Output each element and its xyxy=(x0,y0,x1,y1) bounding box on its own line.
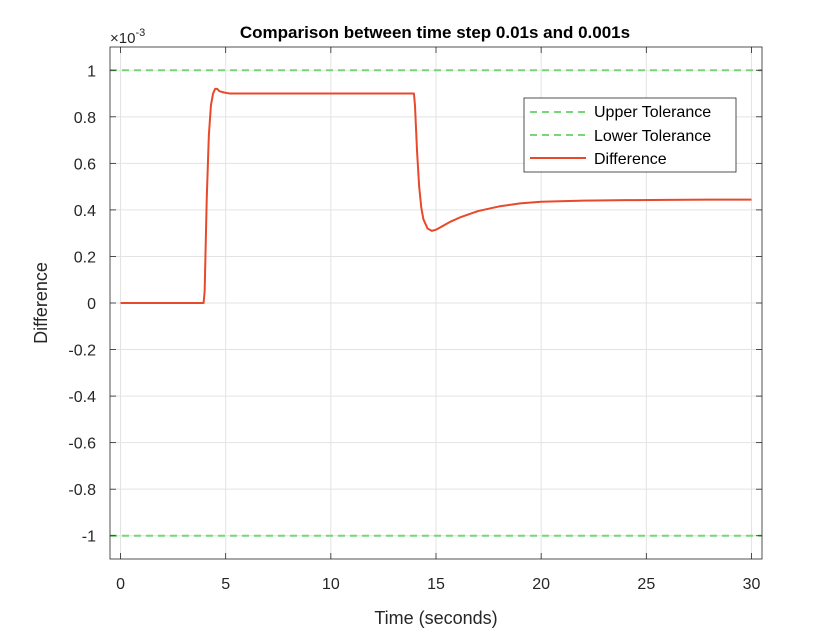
y-tick-label: 0.4 xyxy=(74,203,96,220)
y-tick-label: -0.6 xyxy=(68,436,96,453)
y-tick-label: 0 xyxy=(87,296,96,313)
x-axis-ticks: 0 5 10 15 20 25 30 xyxy=(116,47,760,593)
y-axis-label: Difference xyxy=(31,262,51,344)
x-axis-label: Time (seconds) xyxy=(374,608,497,628)
series-line-difference xyxy=(120,87,752,304)
y-axis-ticks: 1 0.8 0.6 0.4 0.2 0 -0.2 -0.4 -0.6 -0.8 -1 xyxy=(68,63,762,546)
y-tick-label: 0.6 xyxy=(74,156,96,173)
y-exponent-power: -3 xyxy=(135,27,145,39)
x-tick-label: 0 xyxy=(116,576,125,593)
y-exponent-base: ×10 xyxy=(110,30,135,47)
x-tick-label: 20 xyxy=(532,576,550,593)
x-tick-label: 10 xyxy=(322,576,340,593)
legend-label-difference: Difference xyxy=(594,151,667,168)
x-tick-label: 30 xyxy=(743,576,761,593)
y-tick-label: 0.2 xyxy=(74,249,96,266)
y-tick-label: -0.4 xyxy=(68,389,96,406)
legend-label-lower-tolerance: Lower Tolerance xyxy=(594,128,711,145)
x-tick-label: 15 xyxy=(427,576,445,593)
x-tick-label: 25 xyxy=(637,576,655,593)
x-tick-label: 5 xyxy=(221,576,230,593)
legend-label-upper-tolerance: Upper Tolerance xyxy=(594,104,711,121)
y-tick-label: -1 xyxy=(82,529,96,546)
chart-title: Comparison between time step 0.01s and 0… xyxy=(240,23,630,42)
legend: Upper Tolerance Lower Tolerance Differen… xyxy=(523,97,737,173)
y-tick-label: -0.2 xyxy=(68,343,96,360)
y-tick-label: -0.8 xyxy=(68,482,96,499)
y-exponent-label: ×10-3 xyxy=(110,27,145,47)
y-tick-label: 1 xyxy=(87,63,96,80)
y-tick-label: 0.8 xyxy=(74,110,96,127)
series-layer xyxy=(110,69,762,537)
